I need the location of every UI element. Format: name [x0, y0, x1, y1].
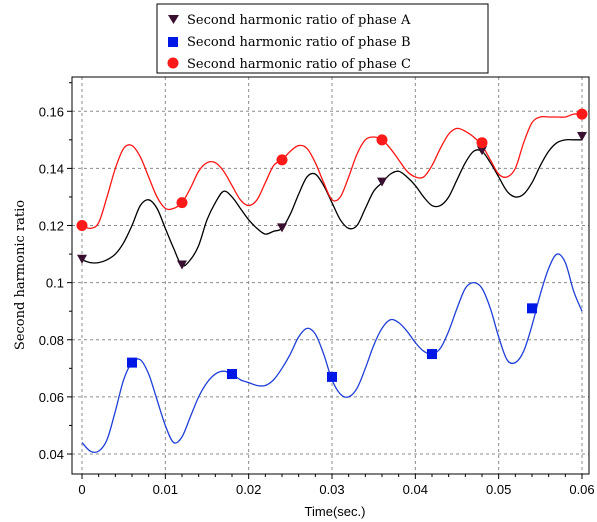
series-markers	[76, 108, 588, 382]
data-point-phase-b	[427, 349, 437, 360]
data-point-phase-c	[276, 154, 288, 166]
y-tick-label: 0.1	[46, 276, 64, 291]
legend-marker-phase-c	[167, 57, 179, 69]
y-tick-label: 0.06	[39, 390, 64, 405]
data-point-phase-c	[76, 220, 88, 232]
data-point-phase-c	[576, 108, 588, 120]
x-tick-label: 0.02	[236, 482, 261, 497]
data-point-phase-b	[227, 369, 237, 380]
x-tick-label: 0	[78, 482, 85, 497]
x-tick-label: 0.01	[153, 482, 178, 497]
data-point-phase-a	[277, 223, 287, 233]
plot-frame	[71, 76, 590, 475]
y-tick-label: 0.04	[39, 447, 64, 462]
legend-item-phase-c: Second harmonic ratio of phase C	[167, 57, 411, 72]
data-point-phase-a	[177, 260, 187, 270]
y-tick-label: 0.16	[39, 104, 64, 119]
y-axis-title: Second harmonic ratio	[13, 200, 28, 350]
axes-ticks: 0 0.01 0.02 0.03 0.04 0.05 0.06 0.04 0.06 0.08 0.1…	[39, 82, 595, 497]
x-axis-title: Time(sec.)	[305, 504, 366, 519]
data-point-phase-c	[176, 197, 188, 209]
y-tick-label: 0.12	[39, 219, 64, 234]
legend-label-phase-a: Second harmonic ratio of phase A	[187, 13, 411, 28]
legend-marker-phase-b	[168, 37, 178, 47]
series-line-phase-a	[81, 138, 582, 267]
gridlines	[72, 77, 589, 474]
y-tick-label: 0.08	[39, 333, 64, 348]
legend: Second harmonic ratio of phase A Second …	[156, 3, 489, 74]
legend-label-phase-b: Second harmonic ratio of phase B	[187, 35, 411, 50]
x-tick-label: 0.03	[319, 482, 344, 497]
x-tick-label: 0.05	[486, 482, 511, 497]
data-point-phase-c	[376, 134, 388, 146]
x-tick-label: 0.04	[403, 482, 428, 497]
legend-label-phase-c: Second harmonic ratio of phase C	[187, 57, 411, 72]
legend-marker-phase-a	[168, 15, 179, 24]
legend-item-phase-a: Second harmonic ratio of phase A	[168, 13, 411, 28]
data-point-phase-a	[77, 254, 87, 264]
data-point-phase-c	[476, 137, 488, 149]
data-point-phase-b	[327, 371, 337, 382]
legend-box	[156, 3, 489, 74]
data-point-phase-a	[477, 146, 487, 156]
legend-item-phase-b: Second harmonic ratio of phase B	[168, 35, 411, 50]
data-point-phase-b	[527, 303, 537, 314]
data-point-phase-b	[127, 357, 137, 368]
data-point-phase-a	[577, 131, 587, 141]
x-tick-label: 0.06	[569, 482, 594, 497]
data-point-phase-a	[377, 177, 387, 187]
y-tick-label: 0.14	[39, 161, 64, 176]
series-line-phase-c	[81, 113, 583, 230]
